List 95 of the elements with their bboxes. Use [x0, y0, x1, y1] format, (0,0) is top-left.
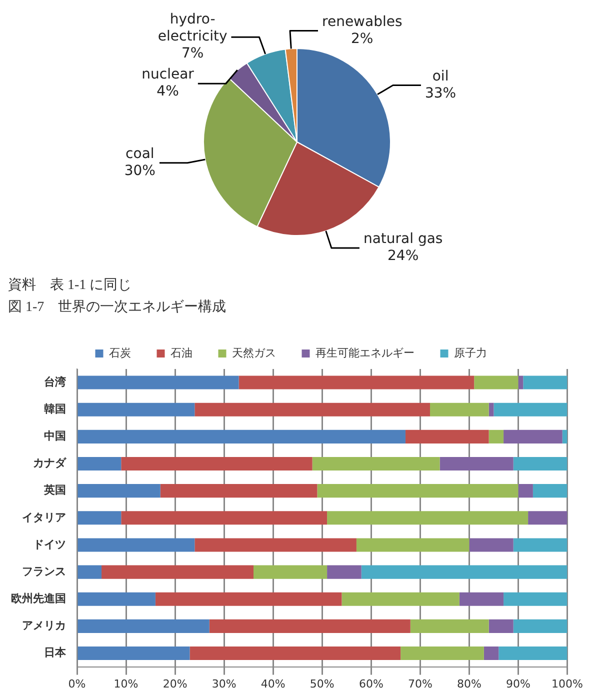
bar [78, 430, 406, 444]
bar [513, 538, 568, 552]
x-tick-label: 0% [68, 677, 86, 690]
bar [78, 376, 239, 390]
legend-label: 天然ガス [232, 346, 276, 360]
x-tick-label: 20% [162, 677, 188, 690]
bar [160, 484, 318, 498]
x-tick-label: 50% [310, 677, 334, 690]
data-label: 24% [388, 248, 419, 264]
bar [78, 538, 195, 552]
bar [504, 430, 562, 444]
y-tick-label: 日本 [44, 646, 67, 660]
bar [312, 456, 440, 471]
bar [78, 511, 122, 525]
bar [400, 646, 484, 660]
slice-label: renewables [322, 14, 402, 30]
bar [78, 484, 160, 498]
x-tick-label: 40% [260, 677, 286, 690]
bar [513, 619, 568, 633]
slice-label: nuclear [142, 66, 194, 83]
bar [513, 456, 568, 471]
x-tick-label: 80% [456, 677, 482, 690]
bar [459, 592, 504, 606]
y-tick-label: フランス [22, 564, 66, 578]
y-tick-label: カナダ [33, 456, 67, 470]
bar [78, 565, 102, 579]
bar [78, 646, 190, 660]
bar [102, 565, 254, 579]
bar [356, 538, 470, 552]
y-tick-label: 英国 [43, 484, 66, 497]
bar [121, 456, 312, 471]
bar [484, 646, 499, 660]
y-tick-label: 欧州先進国 [11, 592, 66, 605]
y-tick-label: 韓国 [44, 402, 66, 416]
bar [469, 538, 514, 552]
legend-label: 再生可能エネルギー [315, 346, 414, 360]
bar [504, 592, 568, 606]
bar [494, 402, 568, 416]
bar [523, 376, 568, 390]
bar [238, 376, 474, 390]
bar [518, 484, 533, 498]
bar [254, 565, 328, 579]
data-label: 2% [351, 30, 374, 47]
slice-label: hydro-electricity [158, 12, 228, 45]
bar [361, 565, 568, 579]
legend-label: 石油 [170, 346, 192, 360]
bar [488, 430, 504, 444]
data-label: 33% [424, 85, 456, 102]
bar [155, 592, 342, 606]
bar [194, 538, 356, 552]
legend-label: 石炭 [108, 346, 131, 360]
bar [327, 565, 362, 579]
slice-label: natural gas [363, 231, 443, 248]
y-tick-label: 台湾 [44, 375, 67, 388]
bar [562, 430, 568, 444]
text: 資料 表 1-1 に同じ [8, 276, 133, 294]
slice-label: coal [126, 146, 154, 162]
bar [474, 376, 518, 390]
bar [488, 619, 514, 633]
x-tick-label: 30% [212, 677, 236, 690]
legend-label: 原子力 [454, 346, 487, 360]
y-tick-label: イタリア [22, 510, 66, 524]
bar [209, 619, 410, 633]
data-label: 7% [181, 46, 204, 62]
bar [532, 484, 568, 498]
bar [440, 456, 514, 471]
bar [78, 456, 122, 471]
x-tick-label: 100% [552, 677, 584, 690]
x-tick-label: 10% [114, 677, 138, 690]
bar [327, 511, 528, 525]
data-label: 4% [156, 84, 179, 100]
x-tick-label: 60% [358, 677, 384, 690]
bar [430, 402, 489, 416]
bar [488, 402, 494, 416]
bar [190, 646, 401, 660]
bar [78, 402, 195, 416]
bar [342, 592, 460, 606]
bar [78, 619, 210, 633]
x-tick-label: 70% [408, 677, 432, 690]
bar [405, 430, 489, 444]
y-tick-label: アメリカ [22, 619, 66, 632]
chart-title: 図 1-7 世界の一次エネルギー構成 [8, 298, 228, 316]
y-tick-label: 中国 [44, 430, 66, 443]
bar [317, 484, 518, 498]
data-label: 30% [124, 163, 156, 180]
slice-label: oil [432, 68, 449, 84]
bar [528, 511, 568, 525]
bar [410, 619, 489, 633]
bar [121, 511, 328, 525]
bar [498, 646, 568, 660]
x-tick-label: 90% [506, 677, 530, 690]
bar [78, 592, 156, 606]
y-tick-label: ドイツ [33, 538, 66, 551]
bar [518, 376, 524, 390]
bar [194, 402, 430, 416]
